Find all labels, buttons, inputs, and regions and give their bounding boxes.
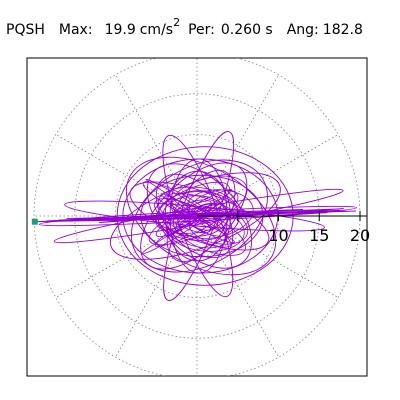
grid-spoke-150	[55, 134, 198, 217]
max-value: 19.9	[104, 21, 136, 38]
trace-core	[141, 175, 254, 256]
grid-spoke-300	[196, 215, 279, 358]
radial-ticks: 10 15 20	[237, 211, 370, 245]
grid-spoke-330	[196, 215, 339, 298]
angle-value: 182.8	[322, 21, 363, 38]
grid-spoke-210	[55, 215, 198, 298]
trace-loop	[109, 172, 281, 260]
period-value: 0.260 s	[220, 21, 273, 38]
max-unit-exponent: 2	[173, 16, 181, 29]
station-code: PQSH	[6, 21, 45, 38]
trace-loop	[140, 162, 248, 270]
grid-spoke-120	[115, 74, 198, 217]
plot-header: PQSH Max: 19.9 cm/s2 Per: 0.260 s Ang: 182.8	[6, 14, 363, 38]
angle-label: Ang:	[286, 21, 319, 38]
radial-tick-label: 20	[350, 226, 370, 245]
trace-loop	[166, 169, 236, 263]
period-label: Per:	[188, 21, 215, 38]
max-amplitude-marker	[31, 218, 38, 225]
grid-spoke-240	[115, 215, 198, 358]
max-label: Max:	[58, 21, 93, 38]
trace-loop	[125, 156, 277, 276]
radial-tick-label: 15	[309, 226, 329, 245]
radial-tick-label: 10	[268, 226, 288, 245]
trace-loop	[130, 159, 268, 273]
grid-spoke-60	[196, 74, 279, 217]
max-unit: cm/s	[139, 21, 174, 38]
